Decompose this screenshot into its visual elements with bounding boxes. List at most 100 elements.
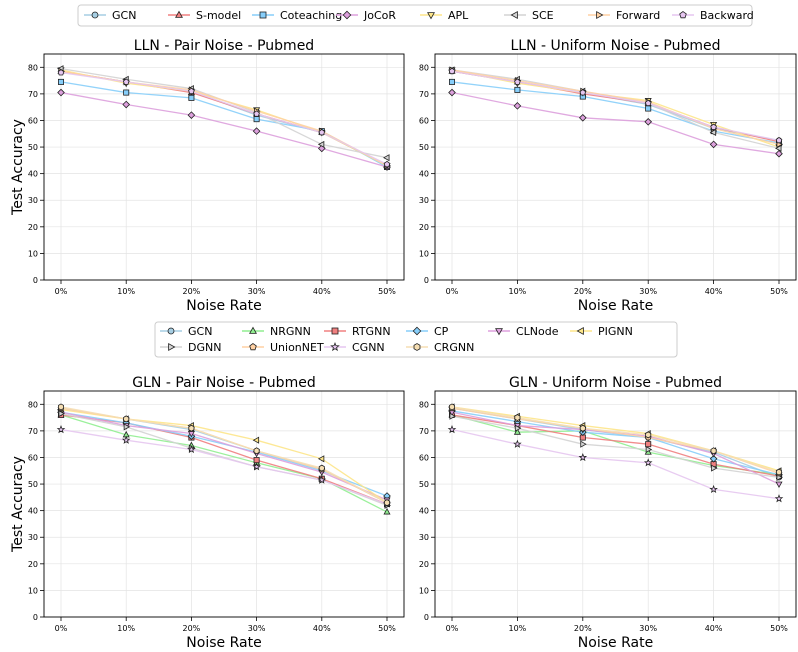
series-dgnn bbox=[58, 410, 391, 509]
data-point bbox=[384, 499, 390, 507]
legend-item-unionnet: UnionNET bbox=[242, 341, 324, 354]
chart-panel-2: 0 10 20 30 40 50 60 70 80 0% 10% 20% 30% 40% 50% LLN - … bbox=[419, 38, 797, 314]
series-line bbox=[60, 70, 388, 167]
x-tick-label: 30% bbox=[639, 287, 657, 296]
legend-label: Backward bbox=[700, 9, 754, 22]
data-point bbox=[253, 110, 260, 117]
y-tick-label: 10 bbox=[419, 586, 429, 595]
legend-label: CLNode bbox=[516, 325, 559, 338]
y-tick-label: 70 bbox=[28, 90, 38, 99]
series-line bbox=[451, 410, 780, 476]
y-tick-label: 40 bbox=[28, 170, 38, 179]
legend-marker bbox=[249, 326, 257, 334]
data-point bbox=[645, 431, 652, 439]
legend-item-backward: Backward bbox=[672, 9, 754, 22]
y-tick-label: 20 bbox=[419, 560, 429, 569]
legend-marker bbox=[91, 11, 99, 19]
x-tick-label: 40% bbox=[705, 287, 723, 296]
series-backward bbox=[57, 69, 391, 168]
y-tick-label: 0 bbox=[33, 276, 38, 285]
y-tick-label: 80 bbox=[419, 400, 429, 409]
data-point bbox=[578, 452, 588, 462]
x-tick-label: 40% bbox=[313, 624, 331, 633]
x-tick-label: 30% bbox=[248, 287, 266, 296]
y-tick-label: 20 bbox=[28, 560, 38, 569]
y-tick-label: 40 bbox=[28, 507, 38, 516]
x-tick-label: 10% bbox=[509, 624, 527, 633]
y-tick-label: 0 bbox=[424, 613, 429, 622]
legend-label: CGNN bbox=[352, 341, 385, 354]
series-line bbox=[60, 81, 388, 168]
legend-label: PIGNN bbox=[598, 325, 633, 338]
legend-item-jocor: JoCoR bbox=[336, 9, 396, 22]
data-point bbox=[449, 403, 455, 411]
legend-label: JoCoR bbox=[363, 9, 396, 22]
data-point bbox=[58, 78, 65, 85]
series-line bbox=[60, 414, 388, 505]
x-tick-label: 0% bbox=[55, 624, 68, 633]
legend-label: SCE bbox=[532, 9, 554, 22]
series-clnode bbox=[448, 409, 783, 489]
legend-item-nrgnn: NRGNN bbox=[242, 325, 311, 338]
x-tick-label: 50% bbox=[378, 624, 396, 633]
y-tick-label: 80 bbox=[419, 63, 429, 72]
series-crgnn bbox=[449, 403, 782, 476]
y-tick-label: 60 bbox=[419, 453, 429, 462]
y-tick-label: 0 bbox=[33, 613, 38, 622]
legend-item-rtgnn: RTGNN bbox=[324, 325, 391, 338]
y-tick-label: 60 bbox=[28, 116, 38, 125]
data-point bbox=[448, 88, 456, 97]
y-tick-label: 70 bbox=[419, 90, 429, 99]
data-point bbox=[122, 100, 131, 109]
series-line bbox=[60, 70, 388, 167]
data-point bbox=[579, 89, 587, 96]
data-point bbox=[709, 140, 718, 149]
series-line bbox=[60, 71, 388, 165]
data-point bbox=[645, 441, 652, 448]
y-tick-label: 50 bbox=[419, 143, 429, 152]
data-point bbox=[578, 113, 587, 122]
series-apl bbox=[448, 67, 783, 152]
x-tick-label: 30% bbox=[248, 624, 266, 633]
series-line bbox=[451, 406, 780, 473]
data-point bbox=[775, 481, 783, 489]
x-tick-label: 50% bbox=[770, 287, 788, 296]
data-point bbox=[513, 102, 522, 110]
x-tick-label: 20% bbox=[574, 624, 592, 633]
legend-marker bbox=[259, 11, 267, 19]
data-point bbox=[448, 78, 455, 85]
y-tick-label: 40 bbox=[419, 507, 429, 516]
data-point bbox=[709, 128, 717, 136]
data-point bbox=[56, 425, 66, 434]
data-point bbox=[709, 454, 718, 463]
data-point bbox=[121, 435, 131, 444]
series-line bbox=[60, 69, 388, 167]
data-point bbox=[644, 117, 653, 126]
chart-panel-4: 0 10 20 30 40 50 60 70 80 0% 10% 20% 30% 40% 50% GLN - … bbox=[419, 375, 797, 651]
legend-label: GCN bbox=[188, 325, 212, 338]
y-axis-label: Test Accuracy bbox=[10, 119, 26, 216]
series-backward bbox=[448, 67, 783, 144]
series-line bbox=[60, 406, 388, 504]
data-point bbox=[775, 136, 783, 144]
y-axis-label: Test Accuracy bbox=[10, 456, 26, 553]
x-tick-label: 20% bbox=[183, 624, 201, 633]
data-point bbox=[775, 149, 783, 158]
x-tick-label: 40% bbox=[705, 624, 723, 633]
y-tick-label: 60 bbox=[28, 453, 38, 462]
series-line bbox=[60, 70, 388, 167]
data-point bbox=[774, 494, 784, 503]
series-jocor bbox=[448, 88, 783, 158]
legend-item-pignn: PIGNN bbox=[570, 325, 633, 338]
legend-marker bbox=[510, 11, 518, 19]
data-point bbox=[579, 424, 586, 432]
series-line bbox=[60, 412, 388, 506]
data-point bbox=[123, 423, 131, 431]
legend-marker bbox=[412, 326, 422, 336]
legend-bottom: GCN NRGNN RTGNN CP CLNode PIGNN DGNN UnionNET CG… bbox=[154, 321, 678, 358]
data-point bbox=[252, 436, 260, 444]
chart-title: LLN - Uniform Noise - Pubmed bbox=[510, 38, 720, 54]
y-tick-label: 50 bbox=[28, 480, 38, 489]
data-point bbox=[187, 111, 196, 119]
